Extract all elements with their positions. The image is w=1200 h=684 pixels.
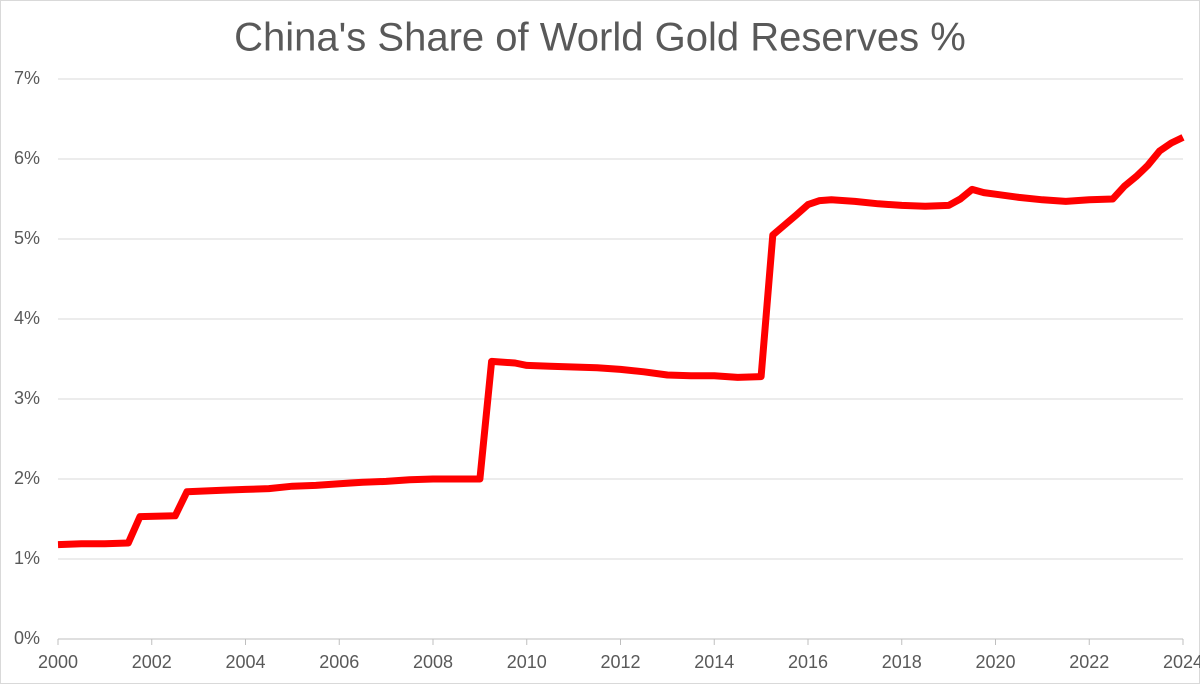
x-tick-label: 2010 — [507, 652, 547, 672]
line — [57, 134, 1185, 549]
x-tick-label: 2020 — [975, 652, 1015, 672]
y-tick-label: 3% — [14, 388, 40, 408]
x-tick-label: 2014 — [694, 652, 734, 672]
y-tick-label: 4% — [14, 308, 40, 328]
x-tick-label: 2018 — [882, 652, 922, 672]
y-tick-label: 2% — [14, 468, 40, 488]
x-tick-label: 2006 — [319, 652, 359, 672]
x-tick-label: 2004 — [225, 652, 265, 672]
x-tick-label: 2016 — [788, 652, 828, 672]
x-tick-label: 2012 — [600, 652, 640, 672]
x-tick-label: 2000 — [38, 652, 78, 672]
y-tick-label: 6% — [14, 148, 40, 168]
y-tick-label: 1% — [14, 548, 40, 568]
y-tick-label: 7% — [14, 68, 40, 88]
y-tick-label: 5% — [14, 228, 40, 248]
x-tick-label: 2022 — [1069, 652, 1109, 672]
x-tick-label: 2024 — [1163, 652, 1200, 672]
chart-title: China's Share of World Gold Reserves % — [234, 16, 966, 60]
x-tick-label: 2008 — [413, 652, 453, 672]
y-tick-label: 0% — [14, 628, 40, 648]
x-tick-label: 2002 — [132, 652, 172, 672]
